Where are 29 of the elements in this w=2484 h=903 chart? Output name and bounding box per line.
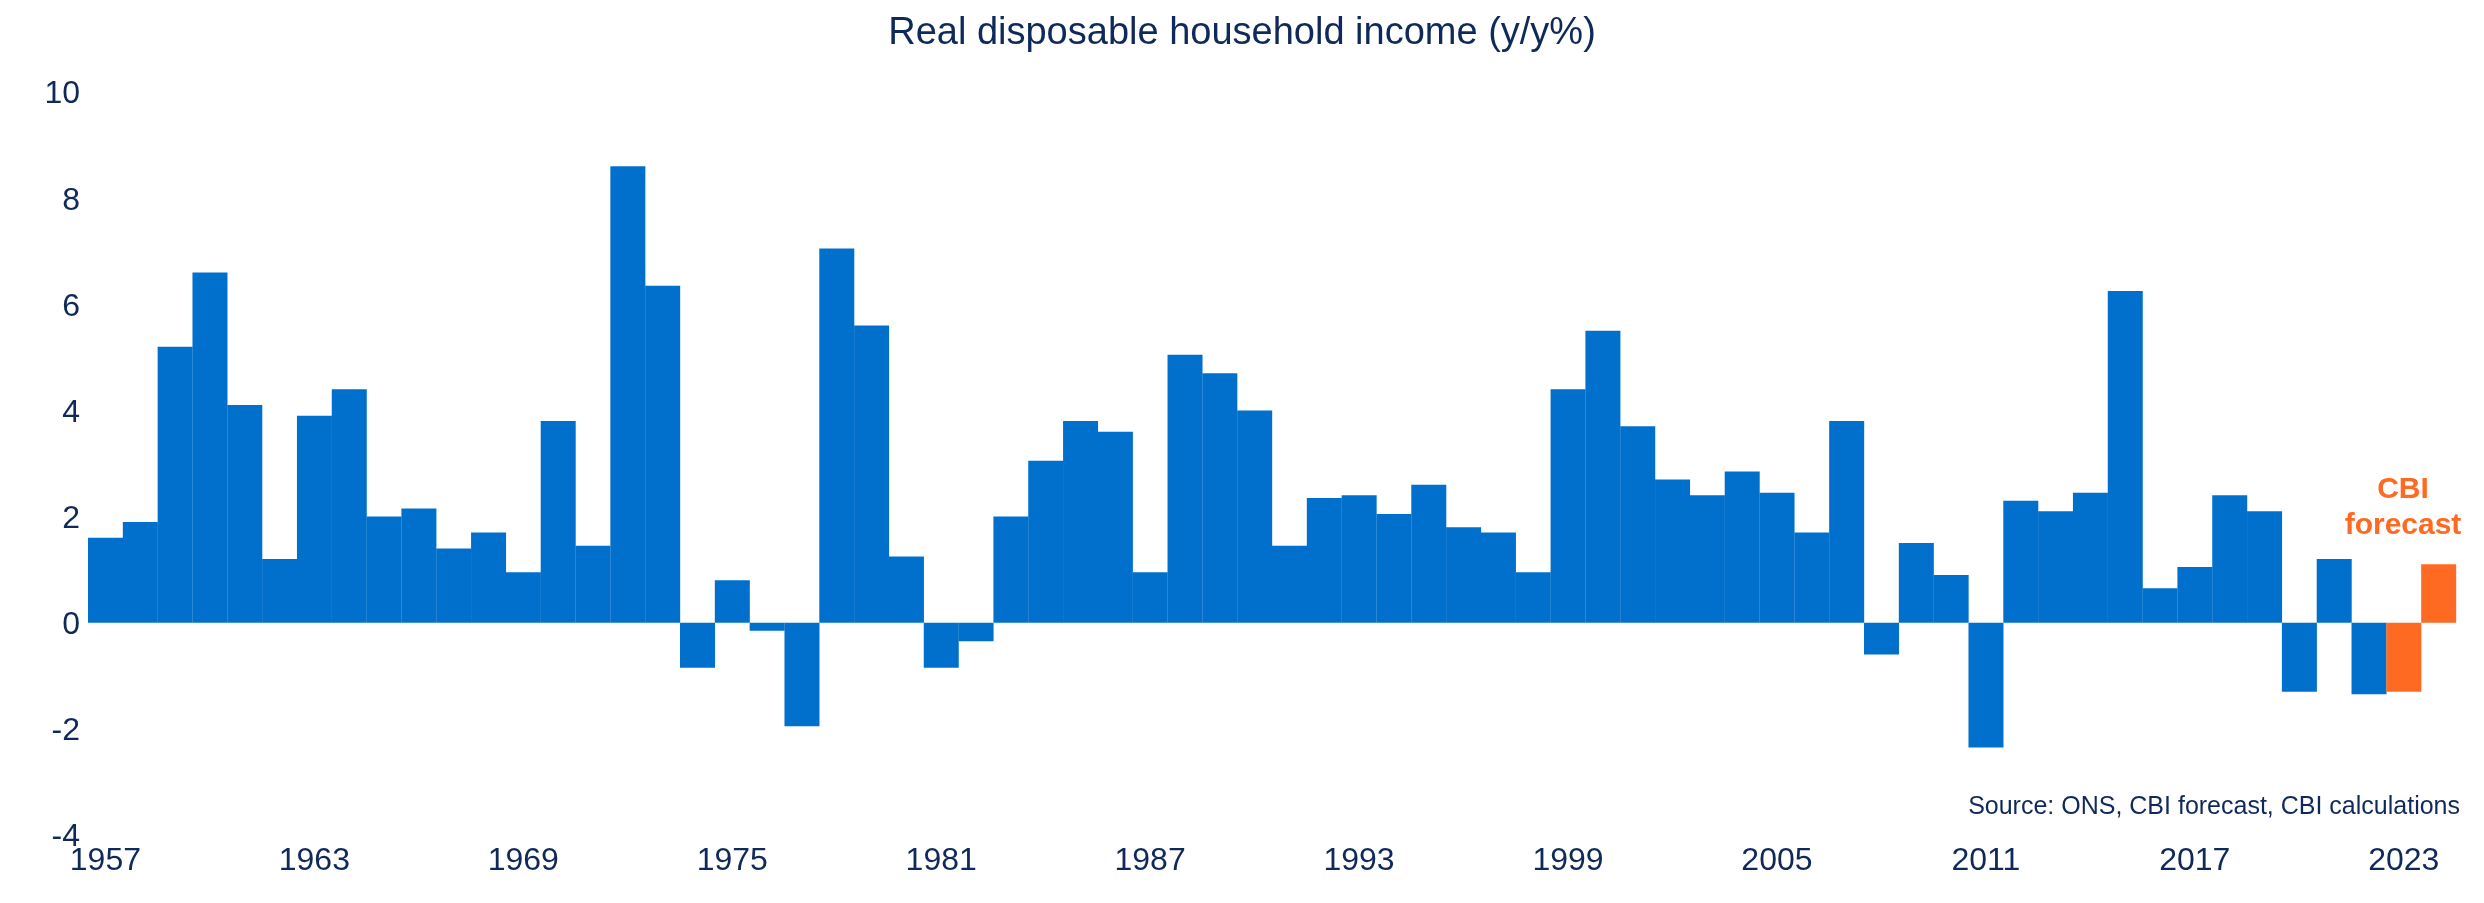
x-tick-label: 1969 bbox=[487, 840, 559, 877]
x-tick-label: 1981 bbox=[905, 840, 977, 877]
chart-title: Real disposable household income (y/y%) bbox=[887, 10, 1597, 53]
x-tick-label: 1987 bbox=[1114, 840, 1186, 877]
y-tick-label: -2 bbox=[51, 711, 80, 748]
annotation: Source: ONS, CBI forecast, CBI calculations bbox=[1968, 791, 2460, 820]
annotation: CBI forecast bbox=[2343, 470, 2463, 542]
x-tick-label: 1963 bbox=[278, 840, 350, 877]
x-tick-label: 1999 bbox=[1532, 840, 1604, 877]
bar bbox=[2281, 622, 2317, 692]
y-tick-label: 4 bbox=[62, 392, 80, 429]
x-tick-label: 1993 bbox=[1323, 840, 1395, 877]
x-tick-label: 2011 bbox=[1951, 840, 2021, 877]
bar bbox=[2386, 622, 2422, 692]
bar bbox=[1864, 622, 1899, 655]
x-tick-label: 2017 bbox=[2159, 840, 2231, 877]
y-tick-label: 0 bbox=[62, 605, 80, 642]
bar bbox=[714, 580, 750, 623]
y-tick-label: 6 bbox=[62, 286, 80, 323]
bar bbox=[680, 622, 715, 668]
y-tick-label: 2 bbox=[62, 498, 80, 535]
x-tick-label: 2005 bbox=[1741, 840, 1813, 877]
y-tick-label: 10 bbox=[44, 74, 80, 111]
bar bbox=[2316, 559, 2352, 623]
x-tick-label: 1975 bbox=[696, 840, 768, 877]
bar bbox=[2421, 564, 2457, 623]
bar bbox=[2351, 622, 2387, 695]
x-tick-label: 2023 bbox=[2368, 840, 2440, 877]
y-tick-label: 8 bbox=[62, 180, 80, 217]
